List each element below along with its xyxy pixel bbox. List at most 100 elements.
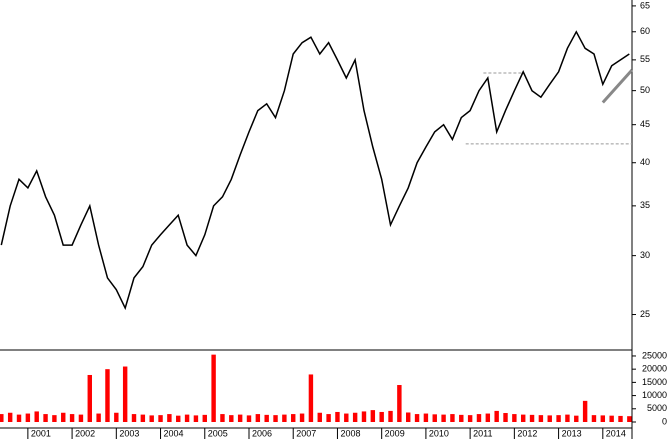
volume-bar: [529, 414, 535, 422]
volume-bar: [388, 410, 393, 422]
volume-bar: [485, 413, 491, 422]
volume-bar: [459, 414, 464, 422]
volume-bar: [565, 414, 570, 422]
volume-bar: [582, 400, 588, 422]
volume-bar: [96, 413, 101, 422]
x-tick-label: 2004: [164, 428, 184, 438]
volume-bar: [361, 411, 367, 422]
y-tick-label: 30: [640, 250, 650, 260]
volume-bar: [69, 414, 75, 422]
volume-bar: [184, 414, 190, 422]
volume-bar: [299, 413, 305, 422]
volume-bar: [237, 414, 243, 422]
y-tick-label: 0: [662, 416, 667, 426]
volume-bar: [476, 414, 482, 422]
volume-bar: [87, 374, 92, 422]
volume-bar: [600, 415, 606, 422]
price-line: [0, 30, 630, 311]
y-tick-label: 15000: [642, 377, 667, 387]
x-tick-label: 2003: [119, 428, 139, 438]
x-tick-label: 2002: [75, 428, 95, 438]
volume-bar: [255, 414, 261, 422]
volume-bar: [7, 412, 13, 422]
volume-bar: [352, 412, 358, 422]
y-tick-label: 25: [640, 309, 650, 319]
volume-bar: [308, 374, 314, 422]
volume-bar: [450, 414, 455, 422]
volume-bar: [326, 414, 331, 422]
x-tick-label: 2014: [606, 428, 626, 438]
volume-bar: [176, 415, 181, 422]
volume-bar: [202, 414, 207, 422]
y-tick-label: 25000: [642, 350, 667, 360]
x-tick-label: 2005: [208, 428, 228, 438]
volume-bar: [193, 415, 199, 422]
volume-bar: [344, 413, 349, 422]
x-tick-label: 2013: [562, 428, 582, 438]
y-tick-label: 35: [640, 200, 650, 210]
volume-bar: [34, 411, 39, 422]
volume-bar: [406, 412, 411, 422]
volume-bar: [414, 414, 420, 422]
y-tick-label: 45: [640, 119, 650, 129]
volume-bar: [25, 413, 31, 422]
volume-bar: [78, 414, 84, 422]
volume-bar: [547, 415, 552, 422]
volume-bar: [503, 413, 508, 422]
volume-bar: [512, 414, 517, 422]
volume-bar: [61, 412, 66, 422]
y-tick-label: 40: [640, 157, 650, 167]
volume-bar: [609, 415, 614, 422]
volume-bar: [167, 414, 172, 422]
volume-bar: [432, 414, 437, 422]
volume-bar: [397, 385, 402, 422]
x-tick-label: 2012: [517, 428, 537, 438]
y-tick-label: 20000: [642, 364, 667, 374]
volume-bar: [335, 411, 340, 422]
volume-bar: [627, 416, 632, 422]
volume-bar: [317, 412, 322, 422]
volume-bar: [0, 414, 4, 422]
x-tick-label: 2011: [473, 428, 492, 438]
y-tick-label: 55: [640, 54, 650, 64]
volume-bar: [211, 354, 216, 422]
volume-bar: [520, 414, 526, 422]
trend-line: [601, 69, 634, 104]
x-tick-label: 2006: [252, 428, 272, 438]
x-tick-label: 2007: [296, 428, 316, 438]
volume-bar: [43, 414, 48, 422]
x-tick-label: 2008: [340, 428, 360, 438]
y-tick-label: 65: [640, 0, 650, 10]
volume-bar: [467, 415, 473, 422]
volume-bar: [574, 415, 579, 422]
volume-bar: [114, 412, 119, 422]
volume-bar: [158, 415, 163, 422]
volume-bar: [556, 415, 561, 422]
volume-bar: [131, 414, 137, 422]
volume-bar: [140, 414, 146, 422]
volume-bar: [122, 366, 128, 422]
y-tick-label: 5000: [647, 403, 667, 413]
y-tick-label: 50: [640, 85, 650, 95]
volume-bar: [264, 414, 269, 422]
volume-bar: [538, 415, 544, 422]
x-tick-label: 2010: [429, 428, 449, 438]
volume-bar: [441, 414, 446, 422]
volume-bar: [273, 415, 278, 422]
volume-bar: [379, 411, 384, 422]
volume-bar: [220, 414, 225, 422]
volume-bar: [16, 414, 22, 422]
volume-bar: [291, 414, 296, 422]
volume-bar: [282, 414, 287, 422]
volume-bar: [229, 415, 234, 422]
volume-bar: [591, 415, 597, 422]
volume-bar: [105, 369, 110, 422]
x-tick-label: 2001: [31, 428, 51, 438]
volume-bar: [149, 415, 154, 422]
volume-bar: [618, 415, 623, 422]
volume-bar: [423, 413, 429, 422]
y-tick-label: 60: [640, 26, 650, 36]
volume-bar: [246, 415, 252, 422]
